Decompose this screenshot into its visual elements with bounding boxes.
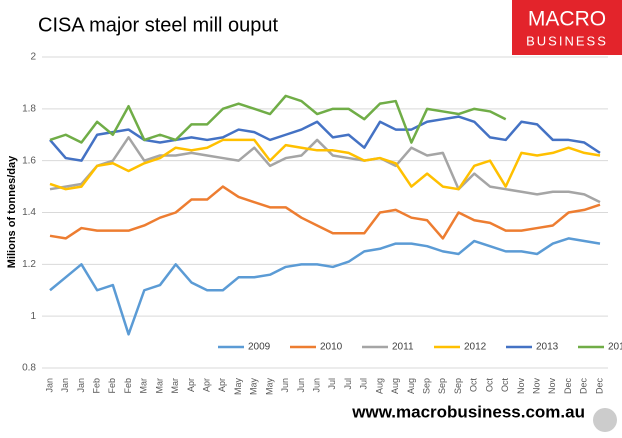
x-tick-label: Oct [500,378,510,393]
y-tick-label: 1.4 [22,207,36,218]
data-line [49,115,601,162]
data-line [49,94,507,144]
x-tick-label: Apr [202,378,212,392]
data-line [49,136,601,204]
x-tick-label: Aug [406,378,416,394]
y-tick-label: 1 [30,311,36,322]
x-tick-label: Dec [594,378,604,395]
x-tick-label: Jan [44,378,54,393]
legend-label: 2010 [320,342,343,353]
legend-label: 2014 [608,342,622,353]
x-tick-label: Feb [92,378,102,394]
y-tick-label: 0.8 [22,363,36,374]
x-tick-label: May [249,378,259,396]
logo-box [512,0,622,55]
x-tick-label: Jan [60,378,70,393]
x-tick-label: May [264,378,274,396]
x-tick-label: Dec [579,378,589,395]
chart-title: CISA major steel mill ouput [38,14,279,36]
x-tick-label: Jan [76,378,86,393]
x-tick-label: Nov [532,378,542,395]
x-tick-label: Jul [359,378,369,390]
y-axis-label: Milions of tonnes/day [6,155,18,268]
y-tick-label: 1.8 [22,103,36,114]
x-tick-label: Jul [327,378,337,390]
legend-label: 2011 [392,342,414,353]
x-tick-label: Feb [123,378,133,394]
legend-label: 2013 [536,342,559,353]
x-tick-label: Jul [343,378,353,390]
y-tick-label: 1.6 [22,155,36,166]
x-tick-label: Mar [139,378,149,394]
x-tick-label: Nov [516,378,526,395]
x-tick-label: Jun [280,378,290,393]
x-tick-label: Sep [453,378,463,394]
data-line [49,138,601,191]
x-tick-label: Oct [469,378,479,393]
x-tick-label: Oct [484,378,494,393]
logo-top: MACRO [528,8,606,31]
x-tick-label: Jun [296,378,306,393]
x-tick-label: Mar [170,378,180,394]
x-tick-label: Sep [422,378,432,394]
x-tick-label: Feb [107,378,117,394]
y-tick-label: 1.2 [22,259,36,270]
x-tick-label: Aug [374,378,384,394]
legend-label: 2012 [464,342,487,353]
footer-icon [593,408,617,432]
x-tick-label: Dec [563,378,573,395]
x-tick-label: May [233,378,243,396]
x-tick-label: Apr [217,378,227,392]
legend-label: 2009 [248,342,271,353]
footer-url: www.macrobusiness.com.au [351,402,585,421]
logo-bottom: BUSINESS [526,33,608,48]
x-tick-label: Apr [186,378,196,392]
x-tick-label: Jun [312,378,322,393]
x-tick-label: Mar [154,378,164,394]
x-tick-label: Aug [390,378,400,394]
x-tick-label: Sep [437,378,447,394]
data-line [49,185,601,240]
x-tick-label: Nov [547,378,557,395]
data-line [49,237,601,336]
y-tick-label: 2 [30,52,36,63]
